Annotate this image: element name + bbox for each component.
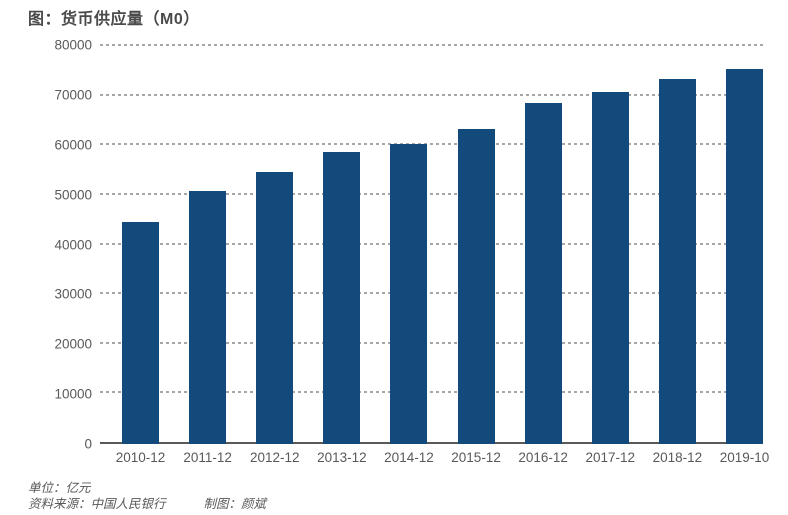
x-tick-label-2017-12: 2017-12 — [585, 450, 636, 465]
bar-2013-12 — [323, 151, 361, 444]
x-slot-2018-12: 2018-12 — [653, 450, 703, 468]
y-axis-labels: 0 10000 20000 30000 40000 50000 60000 70000 8000… — [28, 38, 92, 452]
gridline-50000 — [100, 192, 763, 195]
y-tick-label-20000: 20000 — [54, 336, 92, 352]
x-tick-label-2016-12: 2016-12 — [518, 450, 568, 465]
x-tick-label-2012-12: 2012-12 — [249, 450, 300, 465]
gridline-60000 — [100, 143, 763, 146]
bar-2018-12 — [658, 78, 696, 444]
source-note: 资料来源：中国人民银行 — [28, 497, 166, 511]
bar-2011-12 — [189, 191, 227, 444]
plot-area — [100, 44, 763, 444]
bar-2016-12 — [524, 102, 562, 444]
chart-title: 图：货币供应量（M0） — [28, 11, 200, 28]
x-slot-2013-12: 2013-12 — [317, 450, 367, 468]
gridline-40000 — [100, 242, 763, 245]
x-tick-label-2013-12: 2013-12 — [317, 450, 367, 465]
x-tick-label-2014-12: 2014-12 — [384, 450, 434, 465]
gridline-20000 — [100, 341, 763, 344]
x-slot-2014-12: 2014-12 — [384, 450, 434, 468]
gridline-70000 — [100, 93, 763, 96]
credit-note: 制图：颜斌 — [203, 497, 267, 511]
gridline-10000 — [100, 391, 763, 394]
x-tick-label-2019-10: 2019-10 — [719, 450, 770, 465]
y-tick-label-30000: 30000 — [54, 286, 92, 302]
y-tick-label-80000: 80000 — [54, 37, 92, 53]
bar-2010-12 — [122, 221, 159, 444]
x-slot-2019-10: 2019-10 — [720, 450, 770, 468]
y-tick-label-70000: 70000 — [54, 87, 92, 103]
y-tick-label-50000: 50000 — [54, 187, 92, 203]
x-slot-2015-12: 2015-12 — [451, 450, 501, 468]
bar-2019-10 — [725, 68, 763, 444]
bar-2017-12 — [591, 91, 629, 444]
x-slot-2011-12: 2011-12 — [183, 450, 232, 468]
unit-note: 单位：亿元 — [28, 481, 91, 495]
bar-2012-12 — [256, 171, 294, 444]
gridline-80000 — [100, 44, 763, 46]
x-tick-label-2018-12: 2018-12 — [652, 450, 703, 465]
bar-2014-12 — [390, 144, 428, 444]
x-slot-2010-12: 2010-12 — [116, 450, 166, 468]
x-axis-labels: 2010-12 2011-12 2012-12 2013-12 2014-12 2015-… — [100, 450, 770, 468]
y-tick-label-60000: 60000 — [54, 137, 92, 153]
y-tick-label-40000: 40000 — [54, 237, 92, 252]
bar-2015-12 — [457, 128, 495, 444]
source-credit-line: 资料来源：中国人民银行 制图：颜斌 — [28, 496, 266, 512]
x-slot-2012-12: 2012-12 — [250, 450, 300, 468]
x-tick-label-2015-12: 2015-12 — [451, 450, 501, 465]
y-tick-label-0: 0 — [84, 436, 92, 452]
x-slot-2017-12: 2017-12 — [586, 450, 636, 468]
x-slot-2016-12: 2016-12 — [518, 450, 568, 468]
bar-series — [100, 45, 763, 444]
chart-footer: 单位：亿元 资料来源：中国人民银行 制图：颜斌 — [28, 480, 266, 512]
gridline-30000 — [100, 292, 763, 295]
x-tick-label-2010-12: 2010-12 — [115, 450, 166, 465]
x-tick-label-2011-12: 2011-12 — [183, 450, 232, 465]
y-tick-label-10000: 10000 — [54, 386, 92, 402]
